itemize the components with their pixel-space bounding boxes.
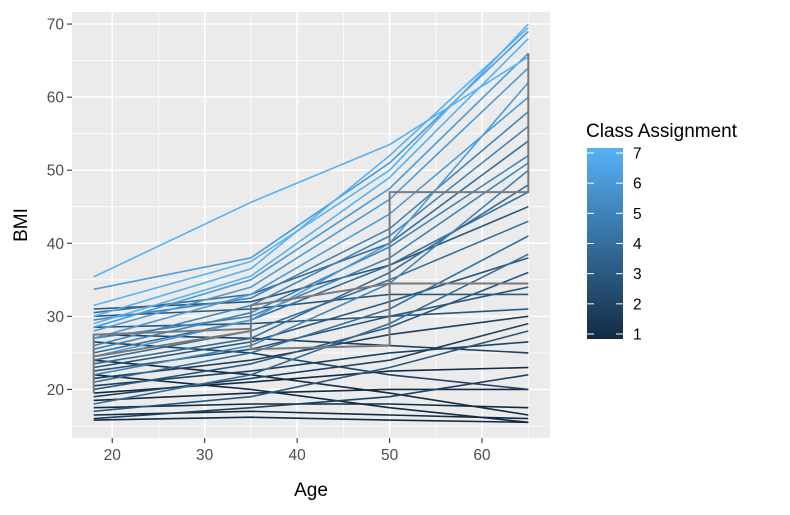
legend-tick-label: 6 (633, 176, 642, 193)
legend: Class Assignment 1 2 3 4 5 6 7 (586, 121, 738, 344)
legend-title: Class Assignment (586, 121, 738, 142)
series-line (93, 81, 529, 358)
x-tick-label: 40 (289, 447, 307, 464)
legend-tick-label: 7 (633, 146, 642, 163)
legend-tick-label: 3 (633, 266, 642, 283)
legend-tick-label: 5 (633, 206, 642, 223)
series-line (93, 184, 529, 365)
y-tick-label: 60 (47, 90, 65, 107)
x-axis: 20 30 40 50 60 (104, 438, 491, 464)
series-line (93, 27, 529, 318)
series-line (93, 341, 529, 387)
x-tick-label: 60 (473, 447, 491, 464)
series-line (93, 235, 529, 383)
series-line (93, 293, 529, 318)
series-line (93, 162, 529, 340)
series-line (93, 169, 529, 376)
legend-tick-label: 4 (633, 236, 642, 253)
y-tick-label: 50 (47, 163, 65, 180)
series-line (93, 257, 529, 369)
x-tick-label: 30 (196, 447, 214, 464)
y-tick-label: 70 (47, 17, 65, 34)
series-line (93, 322, 529, 398)
series-line (93, 205, 529, 310)
y-axis: 20 30 40 50 60 70 (47, 17, 72, 399)
y-axis-title: BMI (11, 208, 32, 242)
legend-ticks: 1 2 3 4 5 6 7 (587, 146, 642, 344)
series-line (93, 374, 529, 420)
series-line (93, 403, 529, 409)
y-tick-label: 40 (47, 236, 65, 253)
y-tick-label: 20 (47, 382, 65, 399)
x-axis-title: Age (294, 480, 328, 501)
x-tick-label: 20 (104, 447, 122, 464)
mean-trajectory-line (93, 53, 530, 358)
legend-tick-label: 2 (633, 296, 642, 313)
series-line (93, 388, 529, 402)
series-line (93, 341, 529, 391)
series-line (93, 330, 529, 413)
series-line (93, 253, 529, 405)
series-line (93, 56, 529, 278)
mean-trajectory-lines (92, 53, 530, 394)
plot-panel-background (72, 12, 550, 438)
series-line (93, 125, 529, 347)
series-line (93, 416, 529, 424)
series-line (93, 52, 529, 329)
series-lines (93, 23, 529, 424)
y-tick-label: 30 (47, 309, 65, 326)
series-line (93, 23, 529, 307)
series-line (93, 271, 529, 391)
legend-tick-label: 1 (633, 327, 642, 344)
minor-gridlines (72, 12, 550, 438)
series-line (93, 96, 529, 340)
x-tick-label: 50 (381, 447, 399, 464)
series-line (93, 67, 529, 332)
series-line (93, 38, 529, 325)
series-line (93, 374, 529, 424)
